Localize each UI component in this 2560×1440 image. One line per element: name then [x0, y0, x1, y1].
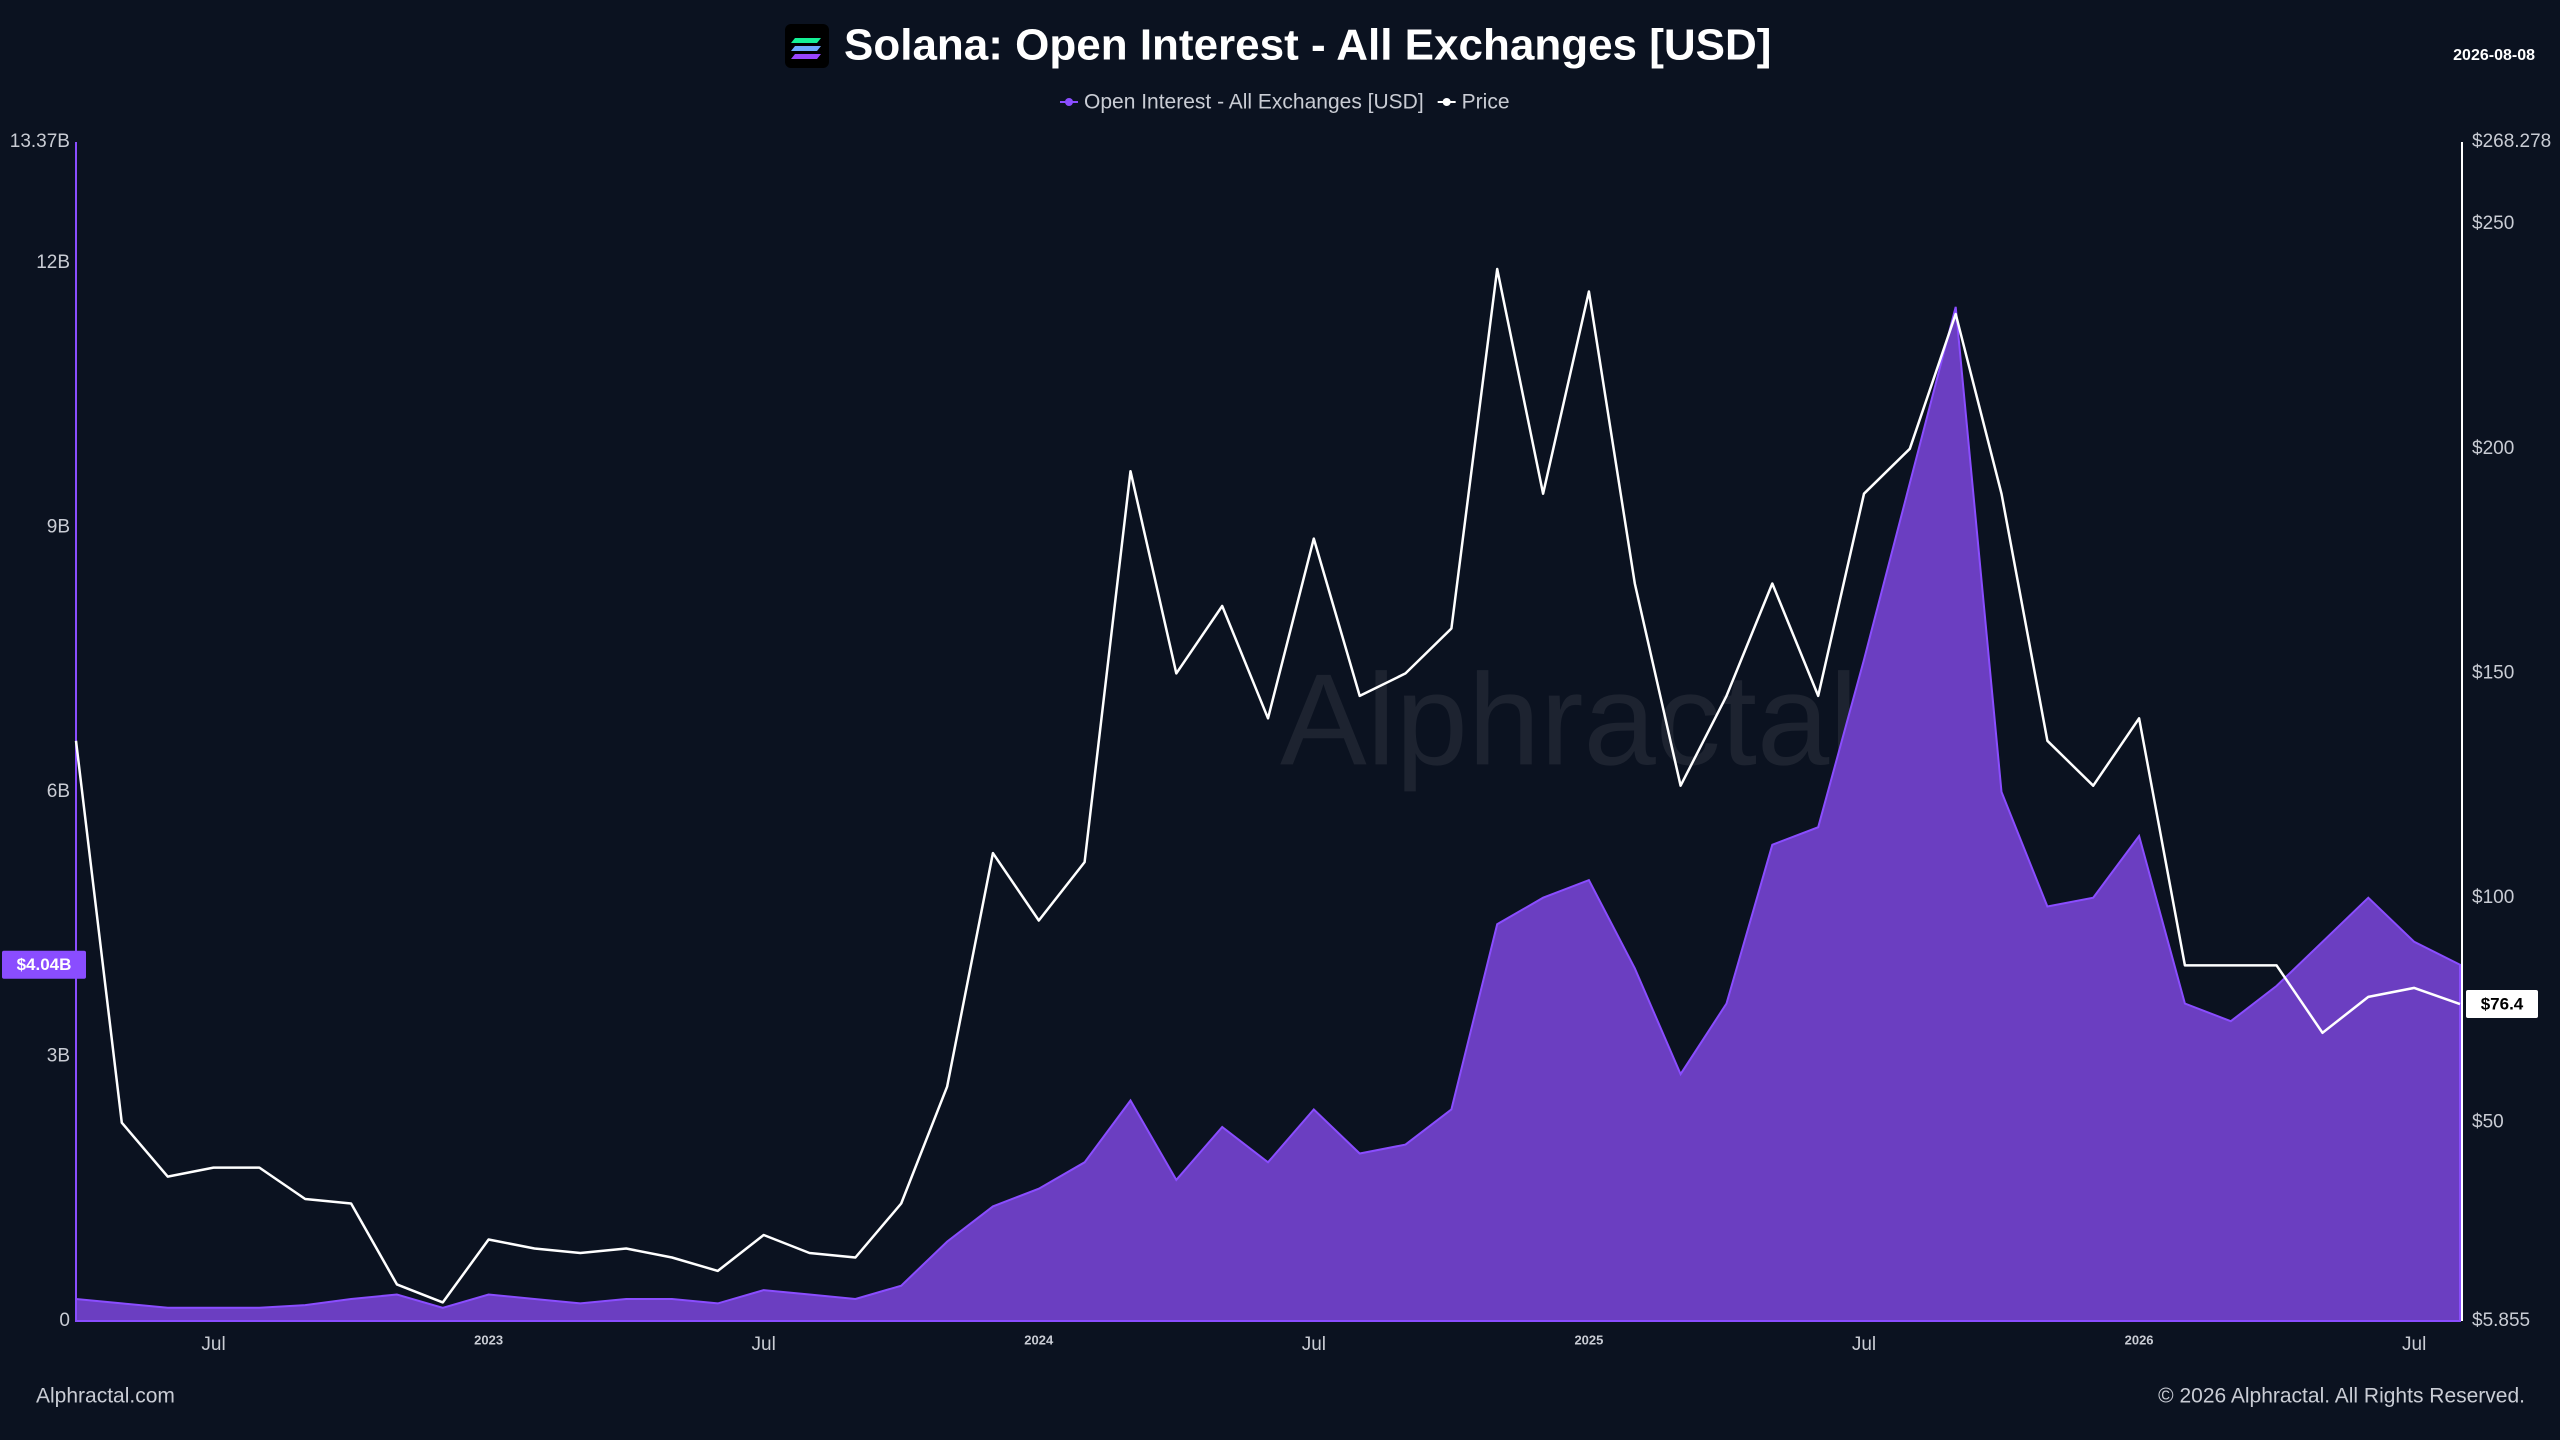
current-badge [2, 950, 86, 979]
current-badge [2466, 990, 2538, 1019]
x-tick-label: 2024 [1024, 1332, 1054, 1347]
watermark: Alphractal [1280, 646, 1858, 792]
y-tick-label: 13.37B [10, 131, 70, 152]
legend-label: Price [1462, 91, 1510, 114]
x-tick-label: 2026 [2125, 1332, 2154, 1347]
y2-tick-label: $100 [2472, 887, 2514, 908]
y2-tick-label: $5.855 [2472, 1310, 2530, 1331]
x-tick-label: Jul [2402, 1334, 2426, 1355]
y-tick-label: 6B [47, 781, 70, 802]
y2-tick-label: $200 [2472, 438, 2514, 459]
x-tick-label: Jul [1302, 1334, 1326, 1355]
x-tick-label: Jul [1852, 1334, 1876, 1355]
y2-tick-label: $268.278 [2472, 131, 2551, 152]
oi-area [75, 306, 2461, 1322]
y2-tick-label: $250 [2472, 213, 2514, 234]
logo [785, 24, 829, 68]
chart-title: Solana: Open Interest - All Exchanges [U… [844, 21, 1771, 70]
y-tick-label: 12B [36, 252, 70, 273]
price-line [74, 267, 2461, 1304]
legend-marker [1442, 98, 1451, 106]
legend-label: Open Interest - All Exchanges [USD] [1084, 91, 1424, 114]
x-tick-label: 2023 [474, 1332, 503, 1347]
y-tick-label: 3B [47, 1045, 70, 1066]
x-tick-label: Jul [752, 1334, 776, 1355]
x-tick-label: Jul [201, 1334, 225, 1355]
x-tick-label: 2025 [1574, 1332, 1603, 1347]
y2-tick-label: $150 [2472, 662, 2514, 683]
current-value-label: $4.04B [17, 955, 72, 974]
y2-tick-label: $50 [2472, 1112, 2504, 1133]
footer-left: Alphractal.com [36, 1385, 175, 1408]
current-value-label: $76.4 [2481, 995, 2524, 1014]
legend-marker [1065, 98, 1073, 106]
y-tick-label: 0 [59, 1310, 70, 1331]
y-tick-label: 9B [47, 516, 70, 537]
footer-right: © 2026 Alphractal. All Rights Reserved. [2158, 1385, 2525, 1408]
date-label: 2026-08-08 [2453, 47, 2535, 64]
